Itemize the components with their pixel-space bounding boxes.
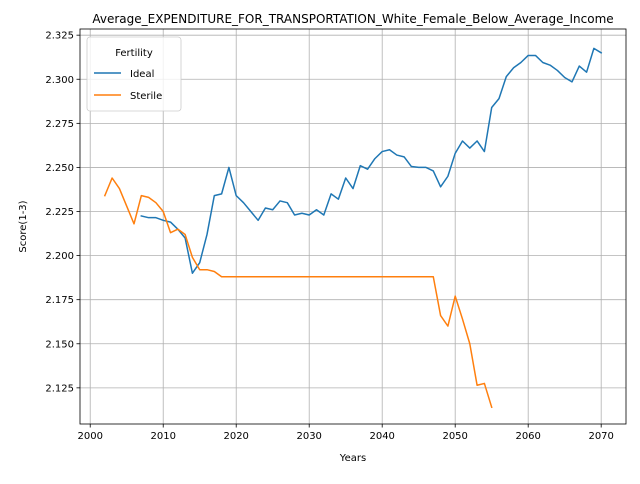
y-tick-label: 2.150 <box>45 339 74 350</box>
x-tick-label: 2020 <box>223 431 248 442</box>
y-tick-label: 2.250 <box>45 163 74 174</box>
legend-title: Fertility <box>115 48 153 59</box>
x-tick-label: 2040 <box>369 431 394 442</box>
y-axis-title: Score(1-3) <box>18 200 29 252</box>
series-lines <box>103 47 603 409</box>
y-tick-label: 2.225 <box>45 207 74 218</box>
plot-frame <box>79 28 627 425</box>
legend-entries: Ideal Sterile <box>94 69 162 102</box>
axis-ticks: 2000 2010 2020 2030 2040 2050 2060 2070 2.125 2.1… <box>45 31 614 442</box>
x-tick-label: 2010 <box>150 431 175 442</box>
grid-lines <box>80 29 626 424</box>
y-tick-label: 2.200 <box>45 251 74 262</box>
series-line-ideal <box>140 47 603 274</box>
chart-title: Average_EXPENDITURE_FOR_TRANSPORTATION_W… <box>92 12 613 26</box>
legend-box <box>86 36 182 112</box>
y-tick-label: 2.175 <box>45 295 74 306</box>
y-tick-label: 2.325 <box>45 31 74 42</box>
x-axis-title: Years <box>339 453 366 464</box>
x-tick-label: 2030 <box>296 431 321 442</box>
x-tick-label: 2050 <box>442 431 467 442</box>
series-line-sterile <box>103 177 493 409</box>
x-tick-label: 2060 <box>515 431 540 442</box>
x-tick-label: 2000 <box>77 431 102 442</box>
y-tick-label: 2.125 <box>45 383 74 394</box>
x-tick-label: 2070 <box>588 431 613 442</box>
y-tick-label: 2.275 <box>45 119 74 130</box>
y-tick-label: 2.300 <box>45 75 74 86</box>
legend: Fertility Ideal Sterile <box>86 36 182 112</box>
legend-label-sterile: Sterile <box>130 91 162 102</box>
legend-label-ideal: Ideal <box>130 69 154 80</box>
